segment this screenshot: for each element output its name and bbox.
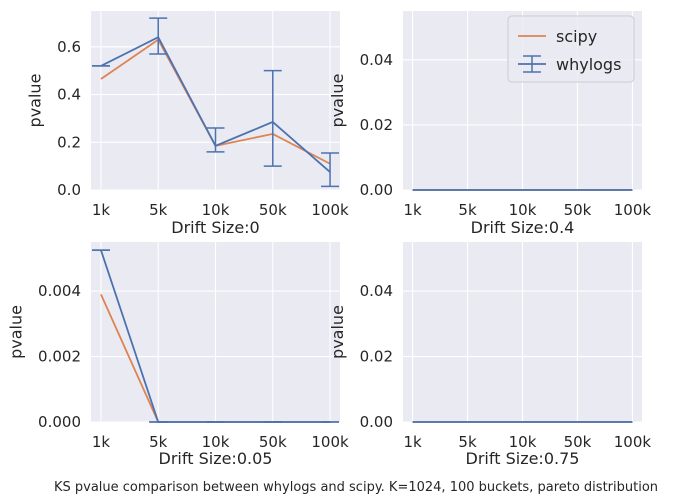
x-tick-label: 1k [92, 433, 111, 451]
y-axis-label: pvalue [7, 305, 26, 359]
x-tick-label: 100k [614, 201, 652, 219]
x-tick-label: 50k [259, 201, 287, 219]
y-tick-label: 0.2 [57, 133, 81, 151]
x-tick-label: 1k [403, 201, 422, 219]
x-tick-label: 100k [311, 201, 349, 219]
subplot-4: 0.00 0.02 0.04 1k 5k 10k 50k 100k Drift Size:0.7… [328, 242, 651, 468]
legend-frame [507, 15, 635, 83]
x-tick-label: 100k [614, 433, 652, 451]
figure-caption: KS pvalue comparison between whylogs and… [54, 480, 658, 495]
x-axis-label: Drift Size:0.75 [466, 449, 580, 468]
y-tick-label: 0.002 [38, 348, 81, 366]
x-axis-label: Drift Size:0.4 [471, 218, 575, 237]
x-tick-label: 5k [149, 201, 168, 219]
legend-label: scipy [556, 27, 597, 46]
subplot-3: 0.000 0.002 0.004 1k 5k 10k 50k 100k Drift Size:… [7, 242, 349, 468]
x-tick-label: 1k [92, 201, 111, 219]
y-tick-label: 0.00 [360, 181, 393, 199]
x-tick-label: 10k [509, 201, 537, 219]
y-axis-label: pvalue [26, 74, 45, 128]
legend: scipy whylogs [507, 15, 635, 83]
x-tick-label: 1k [403, 433, 422, 451]
x-tick-label: 5k [458, 433, 477, 451]
x-tick-label: 5k [458, 201, 477, 219]
y-tick-label: 0.004 [38, 282, 81, 300]
x-tick-label: 10k [202, 433, 230, 451]
x-tick-label: 5k [149, 433, 168, 451]
y-tick-label: 0.0 [57, 181, 81, 199]
y-axis-label: pvalue [328, 74, 347, 128]
x-tick-label: 100k [311, 433, 349, 451]
y-tick-label: 0.04 [360, 282, 393, 300]
x-axis-label: Drift Size:0 [171, 218, 259, 237]
x-tick-label: 50k [564, 201, 592, 219]
y-tick-label: 0.04 [360, 51, 393, 69]
y-tick-label: 0.02 [360, 348, 393, 366]
y-tick-label: 0.00 [360, 413, 393, 431]
y-tick-label: 0.4 [57, 86, 81, 104]
legend-label: whylogs [556, 55, 621, 74]
x-tick-label: 50k [259, 433, 287, 451]
y-tick-label: 0.000 [38, 413, 81, 431]
subplot-grid: 0.0 0.2 0.4 0.6 1k 5k 10k 50k 100k Drift Size:0 pv… [7, 11, 652, 468]
subplot-1: 0.0 0.2 0.4 0.6 1k 5k 10k 50k 100k Drift Size:0 pv… [26, 11, 349, 237]
x-tick-label: 50k [564, 433, 592, 451]
x-tick-label: 10k [202, 201, 230, 219]
x-axis-label: Drift Size:0.05 [159, 449, 273, 468]
y-axis-label: pvalue [328, 305, 347, 359]
y-tick-label: 0.02 [360, 116, 393, 134]
y-tick-label: 0.6 [57, 38, 81, 56]
x-tick-label: 10k [509, 433, 537, 451]
